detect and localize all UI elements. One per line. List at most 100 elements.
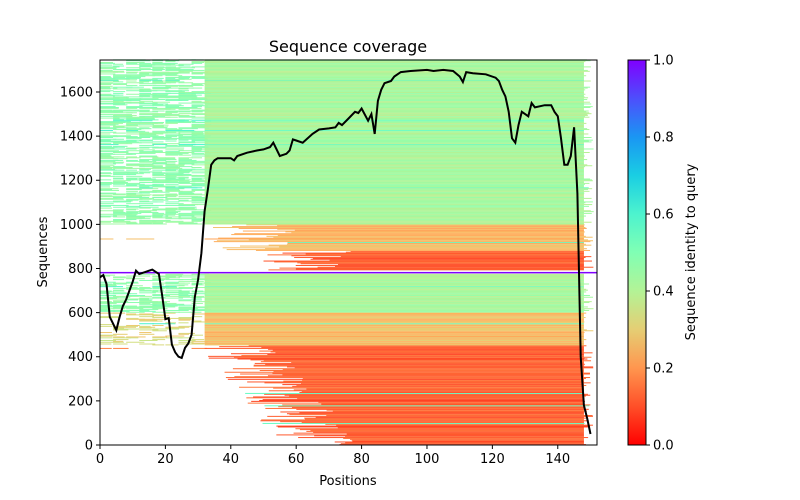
alignment-segment (113, 201, 131, 203)
alignment-segment (126, 139, 140, 141)
alignment-segment (165, 175, 177, 177)
alignment-segment (178, 209, 196, 211)
alignment-row (204, 297, 584, 299)
alignment-segment (191, 101, 209, 103)
alignment-segment (191, 124, 212, 126)
alignment-segment (113, 70, 124, 72)
alignment-row (321, 403, 584, 405)
alignment-row (204, 332, 584, 334)
alignment-segment (139, 102, 158, 104)
alignment-segment (139, 137, 151, 138)
alignment-row (204, 340, 584, 342)
alignment-row (204, 182, 584, 184)
alignment-segment (113, 78, 130, 80)
alignment-segment (165, 167, 183, 169)
alignment-segment (178, 152, 189, 154)
alignment-segment (165, 158, 176, 160)
alignment-segment (113, 84, 127, 86)
alignment-segment (152, 97, 169, 99)
alignment-segment (178, 106, 198, 108)
alignment-row (248, 239, 589, 241)
alignment-row (204, 197, 592, 199)
alignment-row (334, 441, 584, 443)
alignment-row (204, 144, 584, 146)
alignment-segment (113, 312, 126, 314)
alignment-segment (100, 124, 116, 126)
alignment-segment (113, 114, 132, 116)
alignment-segment (165, 166, 179, 168)
alignment-segment (113, 212, 133, 214)
alignment-segment (113, 86, 133, 88)
alignment-segment (100, 141, 119, 143)
alignment-segment (100, 123, 119, 125)
y-tick-label: 200 (68, 394, 93, 409)
alignment-segment (178, 65, 191, 67)
alignment-segment (152, 121, 164, 123)
alignment-segment (152, 116, 171, 118)
alignment-row (204, 185, 584, 187)
alignment-segment (191, 175, 206, 177)
alignment-segment (152, 69, 163, 71)
alignment-row (204, 219, 584, 221)
alignment-row (204, 278, 584, 280)
alignment-row (204, 279, 584, 281)
alignment-row (301, 391, 584, 393)
chart-title: Sequence coverage (269, 37, 427, 56)
alignment-segment (178, 194, 192, 196)
alignment-segment (100, 347, 112, 349)
alignment-segment (152, 181, 170, 183)
alignment-row (282, 252, 584, 254)
colorbar-tick-label: 1.0 (653, 54, 674, 69)
alignment-segment (139, 326, 156, 328)
alignment-row (204, 125, 584, 127)
x-tick-label: 120 (480, 452, 505, 467)
alignment-row (204, 189, 584, 191)
alignment-row (300, 263, 584, 265)
alignment-segment (100, 139, 111, 141)
alignment-segment (139, 182, 156, 184)
alignment-row (204, 135, 584, 137)
alignment-row (204, 72, 584, 74)
alignment-segment (139, 201, 158, 203)
alignment-segment (191, 127, 210, 129)
alignment-segment (139, 194, 152, 196)
alignment-segment (165, 165, 185, 167)
alignment-segment (191, 211, 208, 213)
alignment-segment (165, 140, 177, 142)
alignment-segment (191, 219, 205, 221)
alignment-segment (126, 307, 144, 309)
alignment-row (259, 369, 584, 371)
alignment-segment (178, 311, 196, 313)
alignment-segment (126, 173, 144, 175)
alignment-segment (100, 166, 111, 168)
alignment-segment (191, 278, 211, 280)
alignment-segment (191, 157, 203, 159)
alignment-segment (100, 77, 116, 79)
alignment-segment (100, 153, 116, 155)
alignment-row (204, 306, 588, 308)
alignment-segment (165, 285, 185, 287)
alignment-row (204, 130, 584, 132)
alignment-segment (152, 99, 166, 101)
y-axis-label: Sequences (36, 216, 51, 287)
alignment-row (286, 413, 584, 415)
alignment-row (204, 209, 584, 211)
alignment-segment (126, 123, 140, 125)
alignment-segment (152, 122, 164, 124)
alignment-segment (152, 212, 165, 214)
alignment-segment (126, 129, 142, 131)
alignment-segment (113, 74, 127, 76)
alignment-segment (191, 183, 210, 185)
alignment-segment (152, 162, 167, 164)
alignment-segment (178, 182, 196, 184)
alignment-segment (113, 171, 130, 173)
alignment-row (204, 155, 585, 157)
alignment-segment (139, 223, 156, 225)
alignment-segment (113, 120, 127, 122)
alignment-row (268, 269, 584, 271)
alignment-segment (100, 183, 112, 185)
alignment-segment (165, 132, 181, 134)
colorbar-tick-label: 0.4 (653, 285, 674, 300)
alignment-segment (178, 166, 193, 168)
alignment-segment (100, 86, 110, 88)
